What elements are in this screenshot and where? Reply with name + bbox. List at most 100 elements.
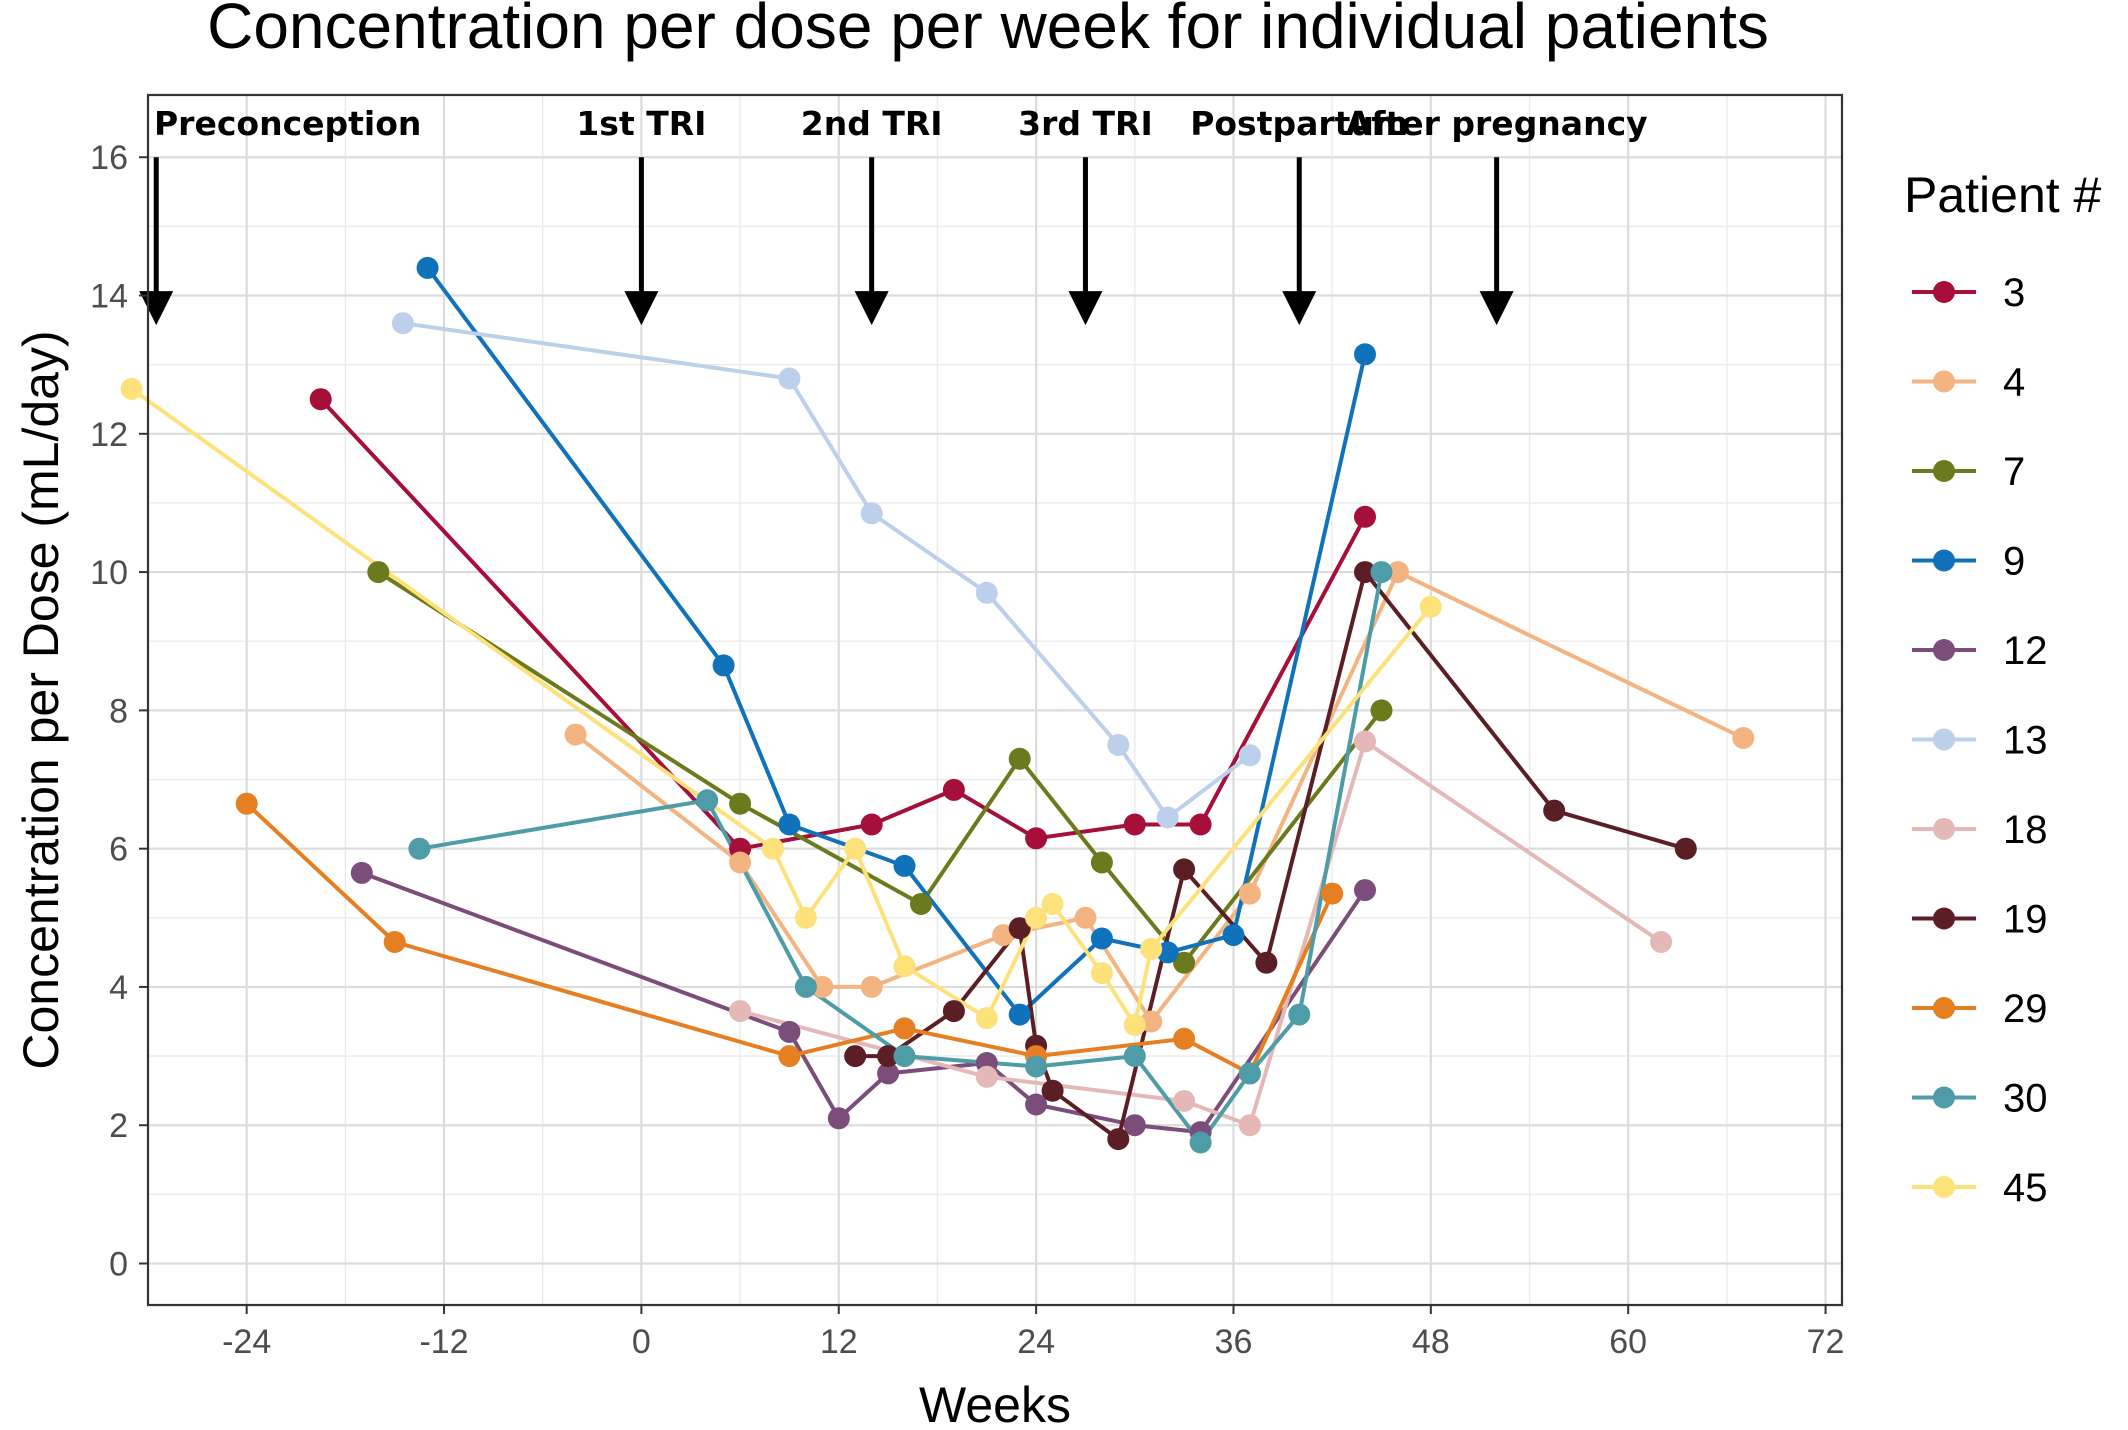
data-point-patient-7 xyxy=(1173,951,1196,974)
data-point-patient-7 xyxy=(910,893,932,915)
legend-label-patient-9: 9 xyxy=(2003,540,2025,584)
data-point-patient-45 xyxy=(844,837,867,860)
data-point-patient-29 xyxy=(235,792,258,815)
data-point-patient-19 xyxy=(1354,561,1376,584)
x-tick-label: -12 xyxy=(419,1323,468,1361)
annotation-label: Preconception xyxy=(154,104,421,143)
data-point-patient-3 xyxy=(1123,813,1146,836)
annotation-arrow-head xyxy=(1068,291,1103,326)
legend-key-point-patient-4 xyxy=(1933,370,1955,393)
data-point-patient-30 xyxy=(1238,1062,1261,1085)
legend-label-patient-7: 7 xyxy=(2003,450,2025,494)
data-point-patient-12 xyxy=(1025,1093,1048,1116)
data-point-patient-13 xyxy=(975,581,998,604)
annotation-label: Postpartum xyxy=(1190,104,1408,143)
data-point-patient-9 xyxy=(893,854,916,877)
data-point-patient-13 xyxy=(1156,806,1179,829)
legend-label-patient-3: 3 xyxy=(2003,271,2025,315)
legend-label-patient-30: 30 xyxy=(2003,1077,2048,1121)
data-point-patient-19 xyxy=(1008,917,1031,940)
data-point-patient-19 xyxy=(1173,858,1196,881)
data-point-patient-3 xyxy=(1025,827,1048,850)
series-line-patient-18 xyxy=(738,739,1664,1128)
data-point-patient-12 xyxy=(877,1062,900,1085)
data-point-patient-12 xyxy=(1354,879,1376,902)
x-axis-title: Weeks xyxy=(919,1377,1071,1430)
data-point-patient-30 xyxy=(1123,1045,1146,1068)
y-axis-title: Concentration per Dose (mL/day) xyxy=(13,330,69,1069)
data-layer xyxy=(120,256,1755,1154)
legend-label-patient-29: 29 xyxy=(2003,987,2048,1031)
data-point-patient-3 xyxy=(1354,505,1376,528)
data-point-patient-4 xyxy=(811,975,834,998)
data-point-patient-29 xyxy=(778,1045,801,1068)
data-point-patient-29 xyxy=(1173,1027,1196,1050)
data-point-patient-19 xyxy=(877,1045,900,1068)
data-point-patient-29 xyxy=(383,931,406,953)
annotation-arrow-head xyxy=(1282,291,1317,326)
y-tick-label: 0 xyxy=(109,1246,128,1284)
annotation-label: 1st TRI xyxy=(576,104,706,143)
data-point-patient-18 xyxy=(975,1065,998,1088)
y-tick-label: 2 xyxy=(109,1107,128,1145)
y-tick-label: 12 xyxy=(90,416,128,454)
plot-panel-border xyxy=(146,93,1844,1307)
legend-key-point-patient-45 xyxy=(1933,1176,1955,1198)
data-point-patient-30 xyxy=(1370,561,1393,584)
data-point-patient-4 xyxy=(564,723,587,746)
data-point-patient-9 xyxy=(1222,924,1245,947)
data-point-patient-45 xyxy=(794,906,817,929)
data-point-patient-45 xyxy=(893,955,916,978)
data-point-patient-9 xyxy=(416,256,439,279)
data-point-patient-45 xyxy=(1140,937,1163,960)
data-point-patient-45 xyxy=(1090,962,1113,985)
legend-label-patient-13: 13 xyxy=(2003,719,2048,763)
data-point-patient-4 xyxy=(1386,561,1409,584)
legend-title: Patient # xyxy=(1904,167,2102,223)
series-line-patient-19 xyxy=(853,570,1688,1142)
annotation-arrow-head xyxy=(624,291,659,326)
y-tick-label: 10 xyxy=(90,554,128,592)
data-point-patient-30 xyxy=(1025,1055,1048,1078)
data-point-patient-4 xyxy=(860,975,883,998)
data-point-patient-7 xyxy=(729,792,752,815)
legend-key-point-patient-13 xyxy=(1933,728,1955,751)
data-point-patient-45 xyxy=(762,837,784,860)
data-point-patient-29 xyxy=(1321,882,1344,905)
data-point-patient-30 xyxy=(794,975,817,998)
y-tick-label: 14 xyxy=(90,278,128,316)
annotation-layer: Preconception 1st TRI 2nd TRI 3rd TRI Postpa… xyxy=(139,104,1648,326)
data-point-patient-13 xyxy=(1238,744,1261,767)
series-line-patient-30 xyxy=(417,570,1384,1145)
x-tick-label: 72 xyxy=(1807,1323,1845,1361)
data-point-patient-9 xyxy=(1354,343,1376,366)
data-point-patient-30 xyxy=(408,837,431,860)
series-line-patient-29 xyxy=(244,801,1335,1076)
x-tick-label: 36 xyxy=(1215,1323,1253,1361)
legend-label-patient-18: 18 xyxy=(2003,808,2048,852)
chart-title: Concentration per dose per week for indi… xyxy=(207,0,1769,62)
y-tick-label: 4 xyxy=(109,969,128,1007)
legend-label-patient-45: 45 xyxy=(2003,1166,2048,1210)
data-point-patient-30 xyxy=(1288,1003,1311,1026)
annotation-label: 2nd TRI xyxy=(801,104,943,143)
legend-key-point-patient-3 xyxy=(1933,281,1955,303)
x-tick-label: 12 xyxy=(820,1323,858,1361)
annotation-arrow-head xyxy=(1479,291,1514,326)
legend-label-patient-19: 19 xyxy=(2003,898,2048,942)
legend-key-point-patient-19 xyxy=(1933,907,1955,930)
data-point-patient-9 xyxy=(778,813,801,836)
data-point-patient-30 xyxy=(893,1045,916,1068)
series-line-patient-45 xyxy=(129,386,1433,1027)
data-point-patient-29 xyxy=(893,1017,916,1040)
data-point-patient-18 xyxy=(1173,1090,1196,1112)
data-point-patient-45 xyxy=(120,377,143,400)
data-point-patient-4 xyxy=(1074,906,1097,929)
data-point-patient-19 xyxy=(1255,951,1278,974)
legend-label-patient-4: 4 xyxy=(2003,361,2025,405)
data-point-patient-3 xyxy=(1189,813,1212,836)
data-point-patient-19 xyxy=(1107,1128,1130,1151)
data-point-patient-19 xyxy=(1674,837,1697,860)
